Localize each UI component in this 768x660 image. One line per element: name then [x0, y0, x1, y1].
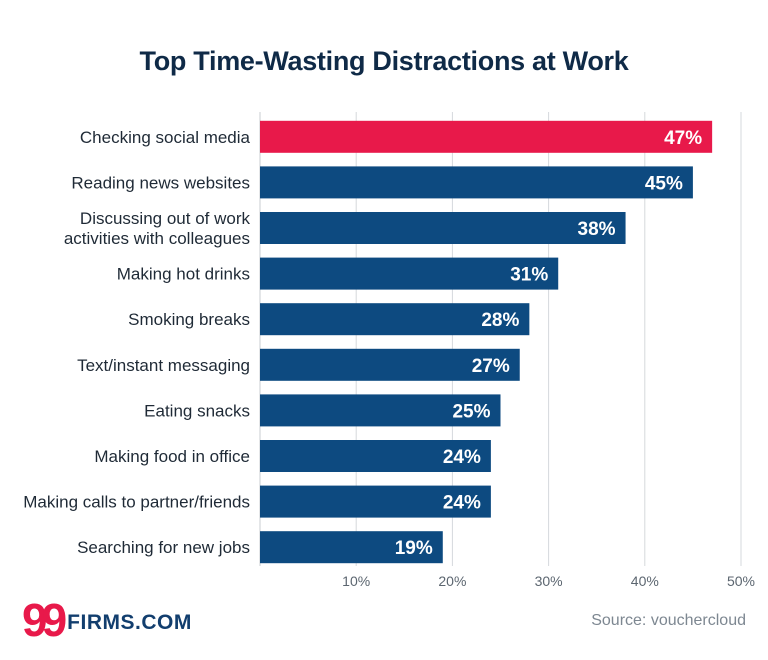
value-label: 24%	[443, 447, 481, 468]
bar	[260, 348, 520, 381]
bar	[260, 485, 491, 518]
value-label: 25%	[452, 401, 490, 422]
category-label: Discussing out of work activities with co…	[64, 209, 251, 248]
category-label: Making food in office	[94, 447, 250, 466]
x-tick-label: 50%	[727, 573, 755, 589]
bar	[260, 303, 530, 336]
value-label: 27%	[472, 356, 510, 377]
category-label: Text/instant messaging	[77, 356, 250, 375]
value-label: 47%	[664, 128, 702, 149]
category-label: Making hot drinks	[117, 265, 250, 284]
bar	[260, 166, 693, 199]
bar	[260, 440, 491, 472]
logo: 99 FIRMS.COM	[22, 594, 192, 646]
value-label: 38%	[578, 219, 616, 240]
logo-text: FIRMS.COM	[67, 611, 192, 634]
value-label: 28%	[481, 310, 519, 331]
bar	[260, 394, 501, 427]
value-label: 24%	[443, 493, 481, 514]
category-label: Eating snacks	[144, 401, 250, 420]
category-label: Reading news websites	[71, 173, 250, 192]
value-label: 31%	[510, 265, 548, 286]
x-tick-label: 10%	[342, 573, 370, 589]
x-tick-label: 30%	[535, 573, 563, 589]
x-tick-label: 40%	[631, 573, 659, 589]
category-label: Making calls to partner/friends	[23, 493, 250, 512]
bar	[260, 120, 713, 153]
bar	[260, 257, 559, 290]
chart-title: Top Time-Wasting Distractions at Work	[139, 46, 629, 76]
bar-chart: 10% 20% 30% 40% 50% Checking social media 47% R…	[23, 112, 755, 589]
bar	[260, 212, 626, 244]
category-label: Checking social media	[80, 128, 251, 147]
source-note: Source: vouchercloud	[591, 612, 746, 629]
x-tick-label: 20%	[438, 573, 466, 589]
bar	[260, 531, 443, 564]
value-label: 45%	[645, 173, 683, 194]
logo-mark: 99	[22, 594, 67, 646]
category-label: Smoking breaks	[128, 310, 250, 329]
category-label: Searching for new jobs	[77, 538, 250, 557]
value-label: 19%	[395, 538, 433, 559]
